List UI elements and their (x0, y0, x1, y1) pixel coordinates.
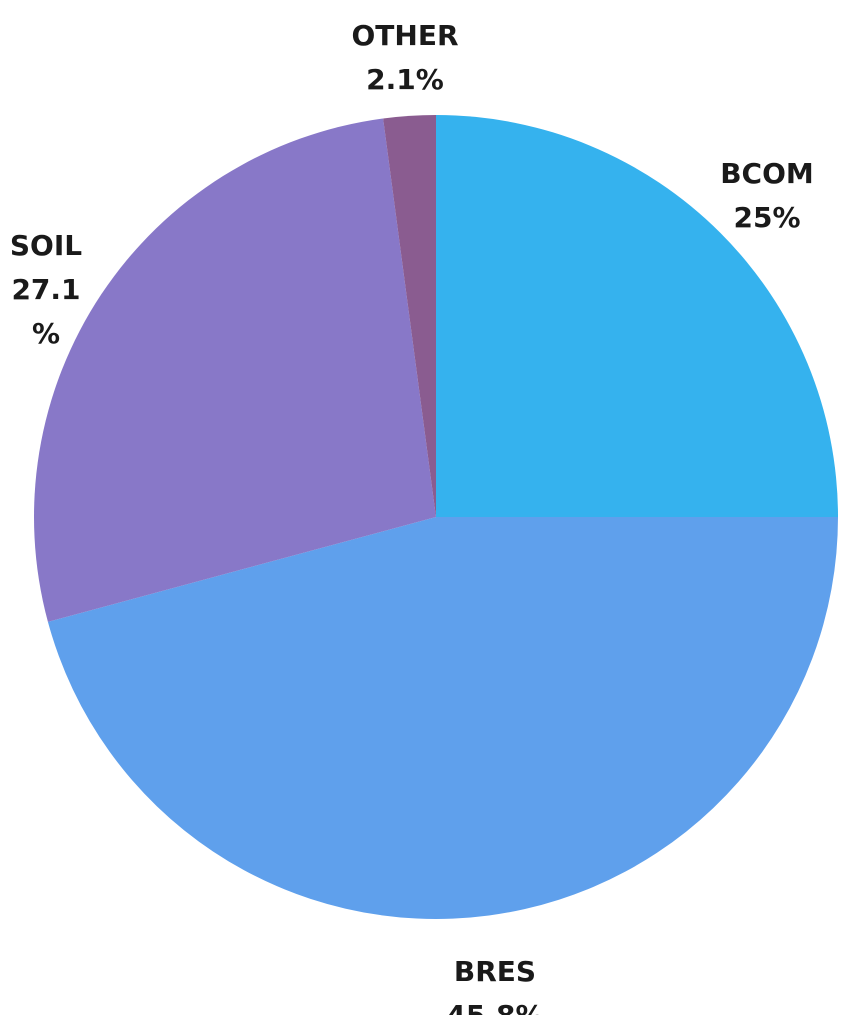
pie-value-bres: 45.8% (446, 999, 543, 1015)
pie-label-bcom: BCOM (720, 157, 814, 190)
pie-label-bres: BRES (454, 955, 536, 988)
pie-slices (34, 115, 839, 919)
pie-value-bcom: 25% (733, 201, 800, 234)
pie-value-other: 2.1% (366, 63, 444, 96)
pie-value-soil: 27.1 (11, 273, 80, 306)
pie-label-other: OTHER (351, 19, 458, 52)
pie-value-soil-2: % (32, 317, 60, 350)
pie-labels: BCOM 25% BRES 45.8% SOIL 27.1% OTHER 2.1% (10, 19, 814, 1019)
pie-slice-soil (34, 118, 437, 622)
pie-slice-bres (47, 517, 839, 919)
pie-slice-bcom (436, 115, 838, 517)
pie-slice-other (383, 115, 436, 517)
pie-label-soil: SOIL (10, 229, 82, 262)
